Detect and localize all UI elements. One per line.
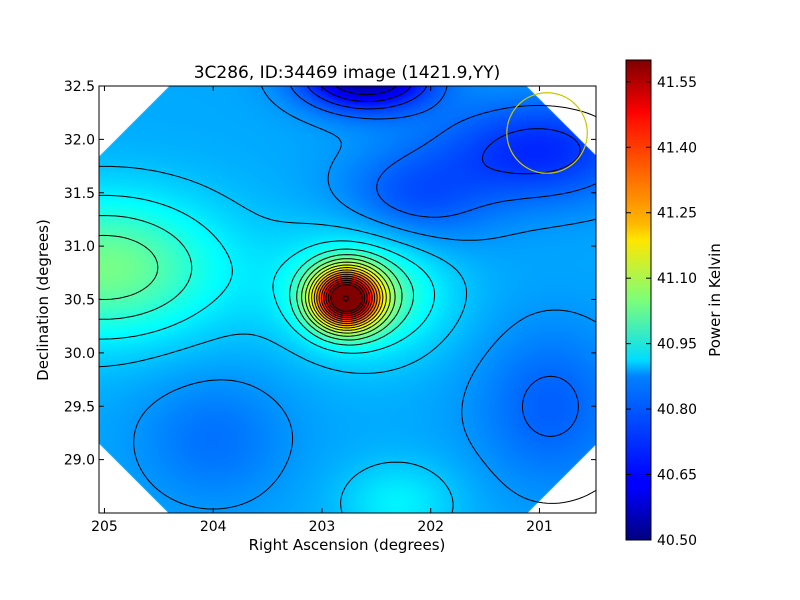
y-tick-label: 30.0 [64, 346, 95, 362]
colorbar: 40.50 40.65 40.80 40.95 41.10 41.25 41.40 41.55… [625, 59, 724, 549]
x-tick-label: 202 [417, 519, 444, 535]
contour-level [323, 277, 371, 319]
contour-level [316, 271, 378, 325]
contour-level [99, 194, 436, 354]
contour-level [308, 264, 387, 331]
contour-level [325, 279, 368, 317]
x-tick-label: 203 [309, 519, 336, 535]
source-peak-marker [342, 295, 349, 302]
y-tick-label: 30.5 [64, 293, 95, 309]
heatmap-image [99, 86, 596, 513]
contour-level [306, 86, 581, 175]
x-axis: 205 204 203 202 201 [91, 86, 553, 535]
colorbar-tick-label: 41.10 [657, 271, 697, 287]
contour-level [304, 261, 391, 334]
contour-level [330, 284, 363, 312]
x-tick-label: 205 [91, 519, 118, 535]
beam-circle [506, 92, 588, 174]
y-axis-label: Declination (degrees) [34, 219, 52, 381]
contour-level [99, 215, 414, 346]
colorbar-ticks: 40.50 40.65 40.80 40.95 41.10 41.25 41.40 41.55 [626, 75, 697, 549]
contour-level [301, 258, 396, 337]
contour-level [99, 165, 468, 513]
y-tick-label: 32.5 [64, 79, 95, 95]
contour-lines [99, 86, 596, 513]
contour-level [133, 86, 596, 510]
contour-level [335, 86, 397, 96]
colorbar-tick-label: 41.25 [657, 206, 697, 222]
y-tick-label: 31.0 [64, 239, 95, 255]
colorbar-gradient [625, 59, 652, 541]
contour-level [311, 267, 384, 329]
colorbar-tick-label: 41.40 [657, 140, 697, 156]
contour-level [320, 275, 373, 321]
colorbar-tick-label: 40.80 [657, 402, 697, 418]
plot-area [98, 85, 597, 514]
colorbar-label: Power in Kelvin [706, 243, 724, 357]
x-tick-label: 201 [526, 519, 553, 535]
y-axis: 29.0 29.5 30.0 30.5 31.0 31.5 32.0 32.5 [64, 79, 596, 469]
x-axis-label: Right Ascension (degrees) [249, 536, 446, 554]
contour-level [99, 234, 403, 341]
y-tick-label: 31.5 [64, 186, 95, 202]
contour-level [318, 273, 376, 323]
colorbar-tick-label: 40.65 [657, 468, 697, 484]
colorbar-tick-label: 40.50 [657, 533, 697, 549]
y-tick-label: 29.0 [64, 453, 95, 469]
y-tick-label: 29.5 [64, 399, 95, 415]
contour-level [313, 269, 381, 327]
y-tick-label: 32.0 [64, 132, 95, 148]
colorbar-tick-label: 41.55 [657, 75, 697, 91]
x-tick-label: 204 [200, 519, 227, 535]
chart-title: 3C286, ID:34469 image (1421.9,YY) [194, 63, 501, 83]
colorbar-tick-label: 40.95 [657, 337, 697, 353]
contour-level [327, 281, 366, 315]
